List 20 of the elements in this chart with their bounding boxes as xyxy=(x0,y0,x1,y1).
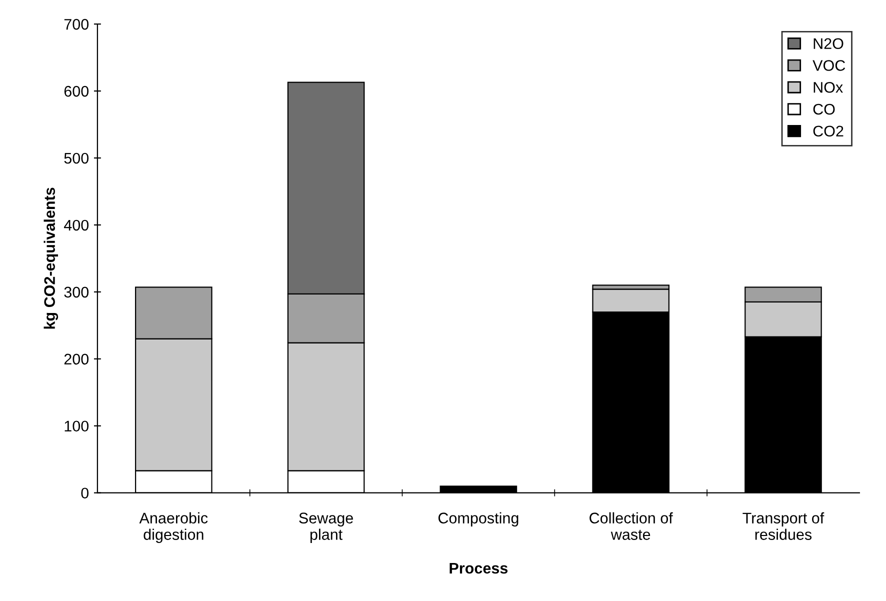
x-axis-title: Process xyxy=(450,562,508,574)
legend-label: NOx xyxy=(814,82,843,93)
legend-label: CO xyxy=(813,104,835,115)
x-tick-label: Transport of residues xyxy=(742,512,824,540)
y-tick-label: 600 xyxy=(64,86,89,97)
y-tick-label: 300 xyxy=(64,286,89,298)
y-tick-label: 400 xyxy=(64,220,89,231)
y-tick-label: 700 xyxy=(64,18,89,30)
x-tick-label: Sewage plant xyxy=(299,512,353,543)
y-tick-label: 500 xyxy=(64,152,89,164)
legend-label: CO2 xyxy=(813,126,844,137)
x-tick-label: Composting xyxy=(438,512,518,527)
y-tick-label: 100 xyxy=(64,420,89,432)
y-axis-title: kg CO2-equivalents xyxy=(44,188,58,329)
y-tick-label: 200 xyxy=(64,354,89,365)
y-tick-label: 0 xyxy=(81,488,89,499)
x-tick-label: Anaerobic digestion xyxy=(139,512,208,543)
x-tick-label: Collection of waste xyxy=(590,512,673,540)
legend-label: N2O xyxy=(814,38,844,50)
legend-label: VOC xyxy=(812,60,846,71)
